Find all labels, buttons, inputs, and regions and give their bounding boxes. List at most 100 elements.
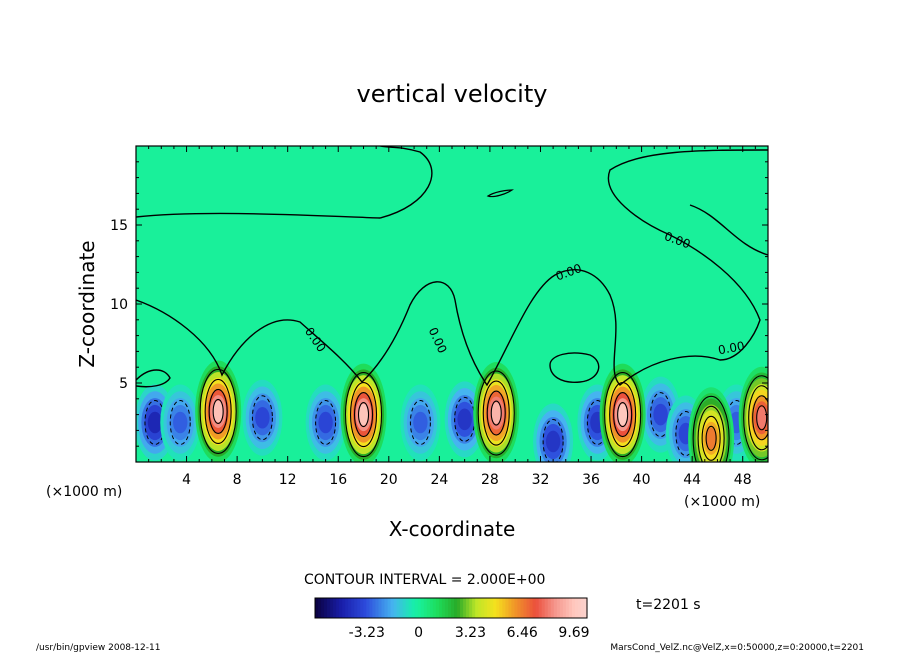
colorbar-segment xyxy=(556,598,561,618)
colorbar-segment xyxy=(547,598,552,618)
colorbar-segment xyxy=(472,598,476,618)
colorbar-segment xyxy=(526,598,531,618)
downdraft-shade xyxy=(545,430,561,453)
colorbar-segment xyxy=(315,598,319,618)
colorbar-segment xyxy=(351,598,355,618)
x-tick-label: 24 xyxy=(430,472,448,488)
y-tick-label: 15 xyxy=(110,218,128,234)
downdraft-shade xyxy=(147,411,163,434)
colorbar-segment xyxy=(550,598,555,618)
colorbar-segment xyxy=(577,598,582,618)
x-tick-label: 4 xyxy=(182,472,191,488)
colorbar-segment xyxy=(499,598,503,618)
colorbar-segment xyxy=(318,598,322,618)
colorbar-segment xyxy=(411,598,416,618)
colorbar-segment xyxy=(372,598,377,618)
colorbar-segment xyxy=(541,598,546,618)
colorbar-segment xyxy=(447,598,452,618)
positive-contour xyxy=(613,392,633,438)
colorbar-segment xyxy=(336,598,340,618)
negative-contour xyxy=(315,400,337,445)
positive-contour xyxy=(701,415,721,461)
positive-contour xyxy=(705,425,717,451)
colorbar-segment xyxy=(435,598,440,618)
colorbar-segment xyxy=(330,598,334,618)
colorbar-segment xyxy=(580,598,585,618)
updraft-shade xyxy=(705,427,717,450)
positive-contour xyxy=(353,392,374,438)
positive-contour xyxy=(604,372,642,458)
colorbar-segment xyxy=(463,598,467,618)
contour-lines xyxy=(136,146,768,388)
updraft-shade xyxy=(490,402,502,424)
negative-contour xyxy=(542,418,564,462)
negative-contour xyxy=(409,400,431,445)
updraft-shade xyxy=(212,400,224,423)
y-axis-ticks: 5 10 15 xyxy=(110,161,768,447)
colorbar-segment xyxy=(487,598,491,618)
colorbar-segment xyxy=(529,598,534,618)
updraft-shade xyxy=(617,403,629,426)
zero-contour-bubble xyxy=(549,352,600,383)
positive-contour xyxy=(697,405,725,462)
colorbar-segment xyxy=(475,598,479,618)
colorbar-segment xyxy=(574,598,579,618)
y-tick-label: 5 xyxy=(119,376,128,392)
negative-contour xyxy=(251,395,273,441)
positive-contour xyxy=(486,390,506,436)
positive-contour xyxy=(617,402,629,428)
colorbar-segment xyxy=(369,598,374,618)
colorbar-segment xyxy=(357,598,361,618)
colorbar-segment xyxy=(360,598,364,618)
updraft-shade xyxy=(358,403,370,426)
x-tick-label: 36 xyxy=(582,472,600,488)
downdraft-shade xyxy=(653,403,668,426)
colorbar-segment xyxy=(375,598,380,618)
x-tick-label: 28 xyxy=(481,472,499,488)
colorbar-segment xyxy=(432,598,437,618)
x-tick-label: 40 xyxy=(633,472,651,488)
zero-contour-upper xyxy=(136,146,433,219)
colorbar-segment xyxy=(457,598,461,618)
colorbar-ticks: -3.23 0 3.23 6.46 9.69 xyxy=(349,625,590,641)
contour-label: 0.00 xyxy=(717,339,746,357)
colorbar-segment xyxy=(484,598,488,618)
zero-contour-small xyxy=(486,189,514,198)
downdraft-shade xyxy=(457,408,472,431)
colorbar-segment xyxy=(535,598,540,618)
y-tick-label: 10 xyxy=(110,297,128,313)
colorbar-segment xyxy=(583,598,588,618)
positive-contour xyxy=(752,395,768,441)
colorbar-segment xyxy=(481,598,485,618)
colorbar-segment xyxy=(321,598,325,618)
colorbar-segment xyxy=(565,598,570,618)
colorbar-segment xyxy=(502,598,506,618)
colorbar-segment xyxy=(402,598,407,618)
colorbar-tick-label: 9.69 xyxy=(558,625,589,641)
positive-contour xyxy=(357,402,370,428)
colorbar-segment xyxy=(514,598,519,618)
colorbar-segment xyxy=(417,598,422,618)
colorbar-segment xyxy=(568,598,573,618)
positive-contour xyxy=(344,372,383,458)
colorbar-segment xyxy=(366,598,370,618)
colorbar-segment xyxy=(420,598,425,618)
colorbar-segment xyxy=(505,598,510,618)
updraft-shade xyxy=(756,407,768,429)
positive-contour xyxy=(208,388,228,434)
x-unit-left: (×1000 m) xyxy=(46,484,122,500)
colorbar-segment xyxy=(327,598,331,618)
colorbar-segment xyxy=(460,598,464,618)
colorbar-segment xyxy=(324,598,328,618)
colorbar-segment xyxy=(381,598,386,618)
colorbar-frame xyxy=(314,597,588,619)
colorbar-segment xyxy=(393,598,398,618)
colorbar-tick-label: -3.23 xyxy=(349,625,385,641)
colorbar-segment xyxy=(478,598,482,618)
x-tick-label: 48 xyxy=(734,472,752,488)
positive-contour xyxy=(692,395,730,462)
colorbar-segment xyxy=(469,598,473,618)
colorbar-segment xyxy=(414,598,419,618)
colorbar-segment xyxy=(333,598,337,618)
